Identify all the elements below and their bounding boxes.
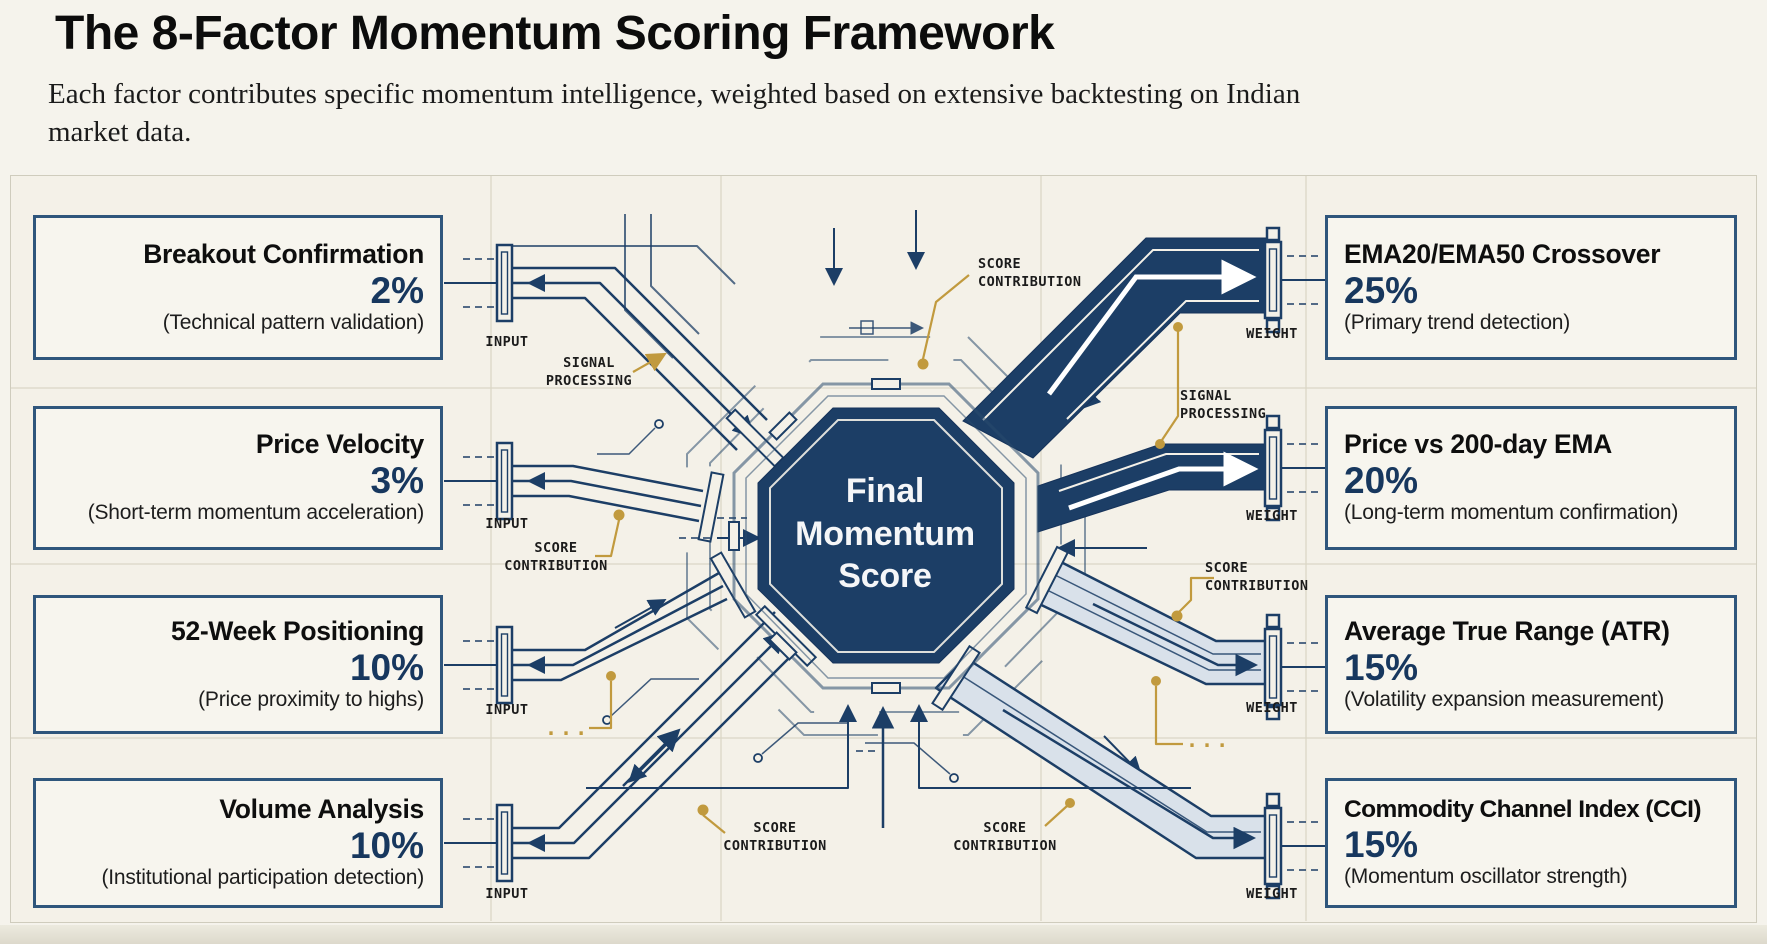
label-line: SCORE bbox=[983, 820, 1027, 836]
score-contribution-label: SCORE CONTRIBUTION bbox=[978, 256, 1128, 291]
final-momentum-score-label: Final Momentum Score bbox=[795, 470, 975, 598]
weight-connector bbox=[1263, 414, 1326, 522]
page-subtitle: Each factor contributes specific momentu… bbox=[48, 78, 1301, 148]
ellipsis-marks: ... bbox=[1186, 728, 1232, 752]
label-line: CONTRIBUTION bbox=[723, 837, 827, 854]
label-line: SIGNAL bbox=[1180, 388, 1232, 404]
factor-name: EMA20/EMA50 Crossover bbox=[1344, 238, 1661, 269]
octagon-core bbox=[728, 378, 1040, 694]
factor-box-volume-analysis: Volume Analysis 10% (Institutional parti… bbox=[33, 778, 443, 908]
label-line: CONTRIBUTION bbox=[953, 837, 1057, 854]
factor-weight: 3% bbox=[370, 460, 424, 502]
trace-price-velocity bbox=[507, 464, 761, 547]
input-connector bbox=[444, 803, 514, 883]
weight-connectors bbox=[1263, 226, 1326, 900]
weight-connector bbox=[1263, 792, 1326, 900]
factor-description: (Momentum oscillator strength) bbox=[1344, 865, 1628, 889]
page-title: The 8-Factor Momentum Scoring Framework bbox=[55, 7, 1055, 60]
score-contribution-label: SCORE CONTRIBUTION bbox=[935, 820, 1075, 855]
input-label: INPUT bbox=[485, 334, 529, 350]
factor-weight: 15% bbox=[1344, 823, 1419, 865]
factor-weight: 10% bbox=[349, 825, 424, 867]
label-line: SCORE bbox=[534, 540, 578, 556]
label-line: CONTRIBUTION bbox=[978, 273, 1082, 290]
bottom-arrows bbox=[586, 704, 1191, 828]
weight-label: WEIGHT bbox=[1246, 886, 1298, 902]
factor-name: Average True Range (ATR) bbox=[1344, 615, 1670, 646]
input-connector bbox=[444, 243, 514, 323]
gold-annotations bbox=[589, 274, 1214, 834]
factor-description: (Volatility expansion measurement) bbox=[1344, 687, 1665, 711]
factor-name: Breakout Confirmation bbox=[143, 238, 424, 269]
label-line: CONTRIBUTION bbox=[1205, 577, 1309, 594]
ellipsis-marks: ... bbox=[545, 716, 591, 740]
factor-description: (Short-term momentum acceleration) bbox=[87, 501, 425, 525]
factor-box-commodity-channel-index: Commodity Channel Index (CCI) 15% (Momen… bbox=[1325, 778, 1737, 908]
label-line: SIGNAL bbox=[563, 355, 615, 371]
factor-description: (Technical pattern validation) bbox=[162, 310, 425, 334]
factor-description: (Institutional participation detection) bbox=[101, 866, 424, 890]
factor-weight: 2% bbox=[370, 269, 424, 311]
input-label: INPUT bbox=[485, 702, 529, 718]
score-contribution-label: SCORE CONTRIBUTION bbox=[1205, 560, 1355, 595]
factor-box-ema-crossover: EMA20/EMA50 Crossover 25% (Primary trend… bbox=[1325, 215, 1737, 360]
label-line: SCORE bbox=[753, 820, 797, 836]
factor-box-breakout-confirmation: Breakout Confirmation 2% (Technical patt… bbox=[33, 215, 443, 360]
score-contribution-label: SCORE CONTRIBUTION bbox=[486, 540, 626, 575]
factor-name: Volume Analysis bbox=[219, 794, 424, 825]
input-label: INPUT bbox=[485, 886, 529, 902]
label-line: PROCESSING bbox=[545, 372, 633, 389]
weight-label: WEIGHT bbox=[1246, 326, 1298, 342]
input-label: INPUT bbox=[485, 516, 529, 532]
label-line: SCORE bbox=[978, 256, 1022, 272]
factor-name: Commodity Channel Index (CCI) bbox=[1344, 796, 1702, 824]
center-line: Momentum bbox=[795, 514, 975, 553]
input-connectors bbox=[444, 243, 514, 883]
weight-label: WEIGHT bbox=[1246, 508, 1298, 524]
weight-label: WEIGHT bbox=[1246, 700, 1298, 716]
factor-name: Price Velocity bbox=[255, 429, 424, 460]
factor-name: Price vs 200-day EMA bbox=[1344, 429, 1612, 460]
factor-description: (Long-term momentum confirmation) bbox=[1344, 501, 1679, 525]
label-line: CONTRIBUTION bbox=[504, 557, 608, 574]
factor-weight: 25% bbox=[1344, 269, 1419, 311]
score-contribution-label: SCORE CONTRIBUTION bbox=[705, 820, 845, 855]
factor-box-price-vs-200day-ema: Price vs 200-day EMA 20% (Long-term mome… bbox=[1325, 406, 1737, 550]
input-connector bbox=[444, 441, 514, 521]
band-price-vs-200ema bbox=[1037, 443, 1268, 557]
center-line: Score bbox=[838, 557, 932, 595]
octagon-plates bbox=[728, 378, 901, 694]
vias-and-stubs bbox=[597, 419, 959, 783]
weight-connector bbox=[1263, 226, 1326, 334]
factor-name: 52-Week Positioning bbox=[171, 615, 424, 646]
bottom-shadow-strip bbox=[0, 925, 1767, 944]
weight-connector bbox=[1263, 613, 1326, 721]
circuit-diagram bbox=[11, 176, 1756, 921]
factor-weight: 15% bbox=[1344, 646, 1419, 688]
signal-processing-label: SIGNAL PROCESSING bbox=[524, 355, 654, 390]
factor-weight: 20% bbox=[1344, 460, 1419, 502]
label-line: SCORE bbox=[1205, 560, 1249, 576]
factor-box-price-velocity: Price Velocity 3% (Short-term momentum a… bbox=[33, 406, 443, 550]
factor-weight: 10% bbox=[349, 646, 424, 688]
label-line: PROCESSING bbox=[1180, 405, 1267, 422]
factor-box-52-week-positioning: 52-Week Positioning 10% (Price proximity… bbox=[33, 595, 443, 734]
factor-description: (Price proximity to highs) bbox=[198, 687, 424, 711]
signal-processing-label: SIGNAL PROCESSING bbox=[1180, 388, 1330, 423]
center-line: Final bbox=[845, 472, 925, 510]
trace-breakout bbox=[507, 245, 785, 468]
factor-box-average-true-range: Average True Range (ATR) 15% (Volatility… bbox=[1325, 595, 1737, 734]
input-connector bbox=[444, 625, 514, 705]
factor-description: (Primary trend detection) bbox=[1344, 310, 1571, 334]
band-cci bbox=[931, 644, 1269, 860]
